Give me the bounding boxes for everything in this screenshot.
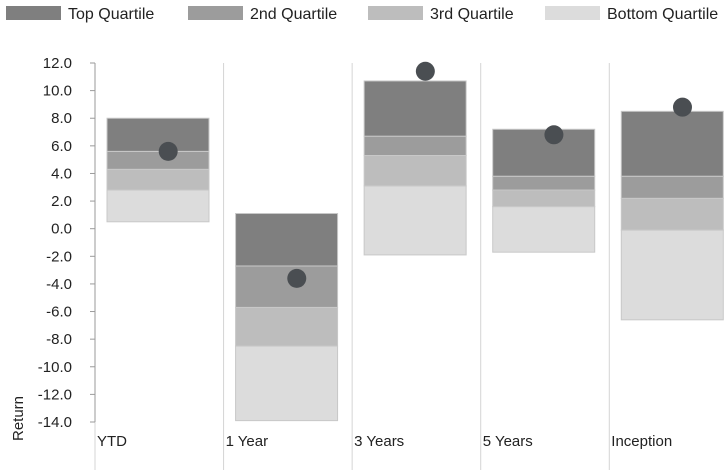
data-point bbox=[415, 61, 435, 81]
legend-swatch bbox=[368, 6, 423, 20]
markers bbox=[158, 61, 692, 288]
category-label: 3 Years bbox=[354, 433, 404, 450]
legend-swatch bbox=[188, 6, 243, 20]
bar-segment bbox=[106, 150, 210, 170]
bar-segment bbox=[363, 155, 467, 187]
category-label: YTD bbox=[97, 433, 127, 450]
bar-segment bbox=[492, 128, 596, 177]
legend: Top Quartile 2nd Quartile 3rd Quartile Bott… bbox=[6, 6, 718, 23]
y-tick-label: 8.0 bbox=[51, 110, 72, 127]
bar-segment bbox=[492, 206, 596, 253]
bar-segment bbox=[620, 110, 724, 177]
y-tick-label: 4.0 bbox=[51, 165, 72, 182]
y-tick-label: 12.0 bbox=[43, 55, 72, 72]
y-tick-label: 0.0 bbox=[51, 221, 72, 238]
data-point bbox=[158, 141, 178, 161]
x-axis: YTD 1 Year 3 Years 5 Years Inception bbox=[97, 433, 672, 450]
y-tick-label: 2.0 bbox=[51, 193, 72, 210]
y-tick-label: 6.0 bbox=[51, 138, 72, 155]
y-tick-label: -6.0 bbox=[46, 304, 72, 321]
data-point bbox=[672, 97, 692, 117]
bar-segment bbox=[620, 229, 724, 321]
bar-segment bbox=[106, 168, 210, 191]
legend-swatch bbox=[545, 6, 600, 20]
bar-segment bbox=[492, 175, 596, 191]
y-tick-label: -2.0 bbox=[46, 248, 72, 265]
data-point bbox=[287, 268, 307, 288]
legend-label: 2nd Quartile bbox=[250, 6, 337, 23]
y-tick-label: -4.0 bbox=[46, 276, 72, 293]
legend-label: Top Quartile bbox=[68, 6, 154, 23]
bar-segment bbox=[363, 80, 467, 137]
legend-label: Bottom Quartile bbox=[607, 6, 718, 23]
bar-segment bbox=[235, 265, 339, 308]
bar-segment bbox=[363, 185, 467, 256]
legend-swatch bbox=[6, 6, 61, 20]
bar-segment bbox=[106, 189, 210, 223]
category-label: 5 Years bbox=[483, 433, 533, 450]
y-axis-title: Return bbox=[10, 396, 27, 441]
y-tick-label: -8.0 bbox=[46, 331, 72, 348]
y-tick-label: -12.0 bbox=[38, 386, 72, 403]
bar-segment bbox=[235, 213, 339, 267]
bar-segment bbox=[235, 345, 339, 422]
bars bbox=[106, 80, 724, 422]
legend-label: 3rd Quartile bbox=[430, 6, 514, 23]
y-axis: 12.0 10.0 8.0 6.0 4.0 2.0 0.0 -2.0 -4.0 -6.0 -8.0 -… bbox=[38, 55, 96, 431]
bar-segment bbox=[106, 117, 210, 152]
bar-segment bbox=[620, 175, 724, 199]
y-tick-label: -10.0 bbox=[38, 359, 72, 376]
y-tick-label: -14.0 bbox=[38, 414, 72, 431]
bar-segment bbox=[363, 135, 467, 157]
bar-segment bbox=[235, 306, 339, 347]
bar-segment bbox=[620, 197, 724, 231]
y-tick-label: 10.0 bbox=[43, 83, 72, 100]
category-label: 1 Year bbox=[226, 433, 269, 450]
data-point bbox=[544, 125, 564, 145]
category-label: Inception bbox=[611, 433, 672, 450]
bar-segment bbox=[492, 189, 596, 208]
